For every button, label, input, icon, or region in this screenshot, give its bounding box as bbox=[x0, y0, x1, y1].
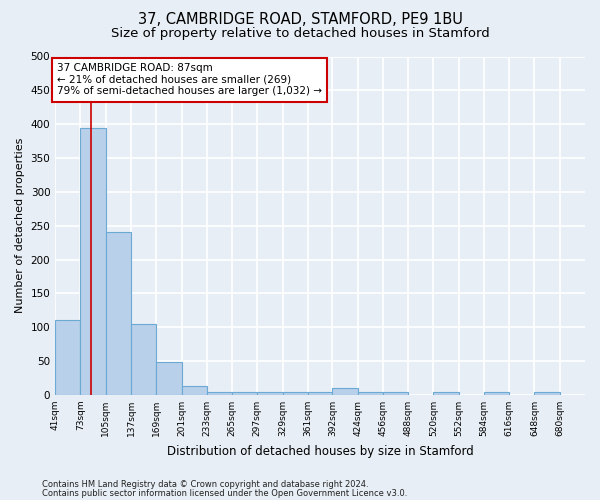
Text: 37, CAMBRIDGE ROAD, STAMFORD, PE9 1BU: 37, CAMBRIDGE ROAD, STAMFORD, PE9 1BU bbox=[137, 12, 463, 28]
Text: Size of property relative to detached houses in Stamford: Size of property relative to detached ho… bbox=[110, 28, 490, 40]
Text: 37 CAMBRIDGE ROAD: 87sqm
← 21% of detached houses are smaller (269)
79% of semi-: 37 CAMBRIDGE ROAD: 87sqm ← 21% of detach… bbox=[57, 64, 322, 96]
Bar bbox=[55, 320, 80, 395]
Bar bbox=[308, 392, 333, 395]
Bar bbox=[383, 392, 408, 395]
Bar bbox=[283, 392, 308, 395]
Y-axis label: Number of detached properties: Number of detached properties bbox=[15, 138, 25, 314]
Bar bbox=[106, 232, 131, 395]
Bar bbox=[433, 392, 458, 395]
Text: Contains public sector information licensed under the Open Government Licence v3: Contains public sector information licen… bbox=[42, 489, 407, 498]
X-axis label: Distribution of detached houses by size in Stamford: Distribution of detached houses by size … bbox=[167, 444, 473, 458]
Bar bbox=[332, 388, 358, 395]
Bar bbox=[207, 392, 232, 395]
Text: Contains HM Land Registry data © Crown copyright and database right 2024.: Contains HM Land Registry data © Crown c… bbox=[42, 480, 368, 489]
Bar bbox=[156, 362, 182, 395]
Bar bbox=[131, 324, 156, 395]
Bar bbox=[257, 392, 283, 395]
Bar bbox=[80, 128, 106, 395]
Bar bbox=[232, 392, 257, 395]
Bar bbox=[535, 392, 560, 395]
Bar bbox=[484, 392, 509, 395]
Bar bbox=[182, 386, 207, 395]
Bar bbox=[358, 392, 383, 395]
